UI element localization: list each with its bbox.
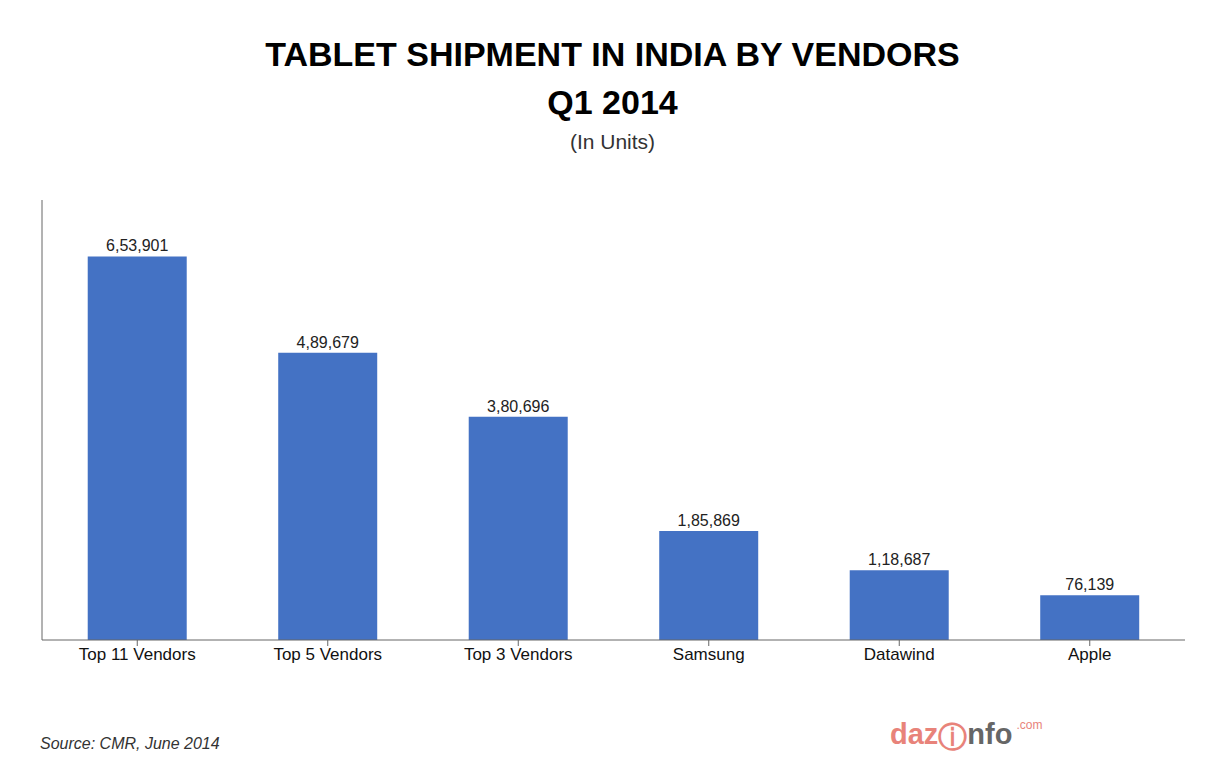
html-text:Source: CMR, June 2014: Source: CMR, June 2014	[40, 735, 220, 752]
svg-text:Samsung: Samsung	[673, 645, 745, 664]
html-text:TABLET SHIPMENT IN INDIA BY VE: TABLET SHIPMENT IN INDIA BY VENDORS	[265, 35, 960, 73]
svg-text:Datawind: Datawind	[864, 645, 935, 664]
svg-text:Top 5 Vendors: Top 5 Vendors	[273, 645, 382, 664]
svg-text:1,18,687: 1,18,687	[868, 551, 930, 568]
svg-text:Apple: Apple	[1068, 645, 1111, 664]
html-text:(In Units): (In Units)	[569, 130, 656, 153]
svg-text:4,89,679: 4,89,679	[297, 334, 359, 351]
svg-text:76,139: 76,139	[1065, 576, 1114, 593]
html-text:Q1 2014: Q1 2014	[547, 83, 678, 121]
svg-text:Top 11 Vendors: Top 11 Vendors	[79, 645, 196, 664]
html-text:daz ⓘ nfo: daz ⓘ nfo	[890, 718, 1013, 753]
svg-text:Top 3 Vendors: Top 3 Vendors	[464, 645, 573, 664]
svg-text:6,53,901: 6,53,901	[106, 237, 168, 254]
html-text:.com: .com	[1016, 718, 1043, 732]
svg-text:1,85,869: 1,85,869	[678, 512, 740, 529]
svg-text:3,80,696: 3,80,696	[487, 398, 549, 415]
